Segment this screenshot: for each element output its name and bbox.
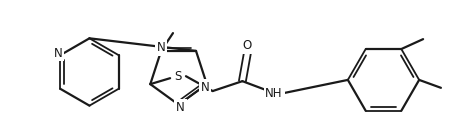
Text: O: O xyxy=(243,39,252,52)
Text: NH: NH xyxy=(265,87,283,100)
Text: N: N xyxy=(200,81,209,94)
Text: N: N xyxy=(157,41,166,54)
Text: N: N xyxy=(176,101,185,114)
Text: S: S xyxy=(175,70,182,83)
Text: N: N xyxy=(54,47,63,60)
